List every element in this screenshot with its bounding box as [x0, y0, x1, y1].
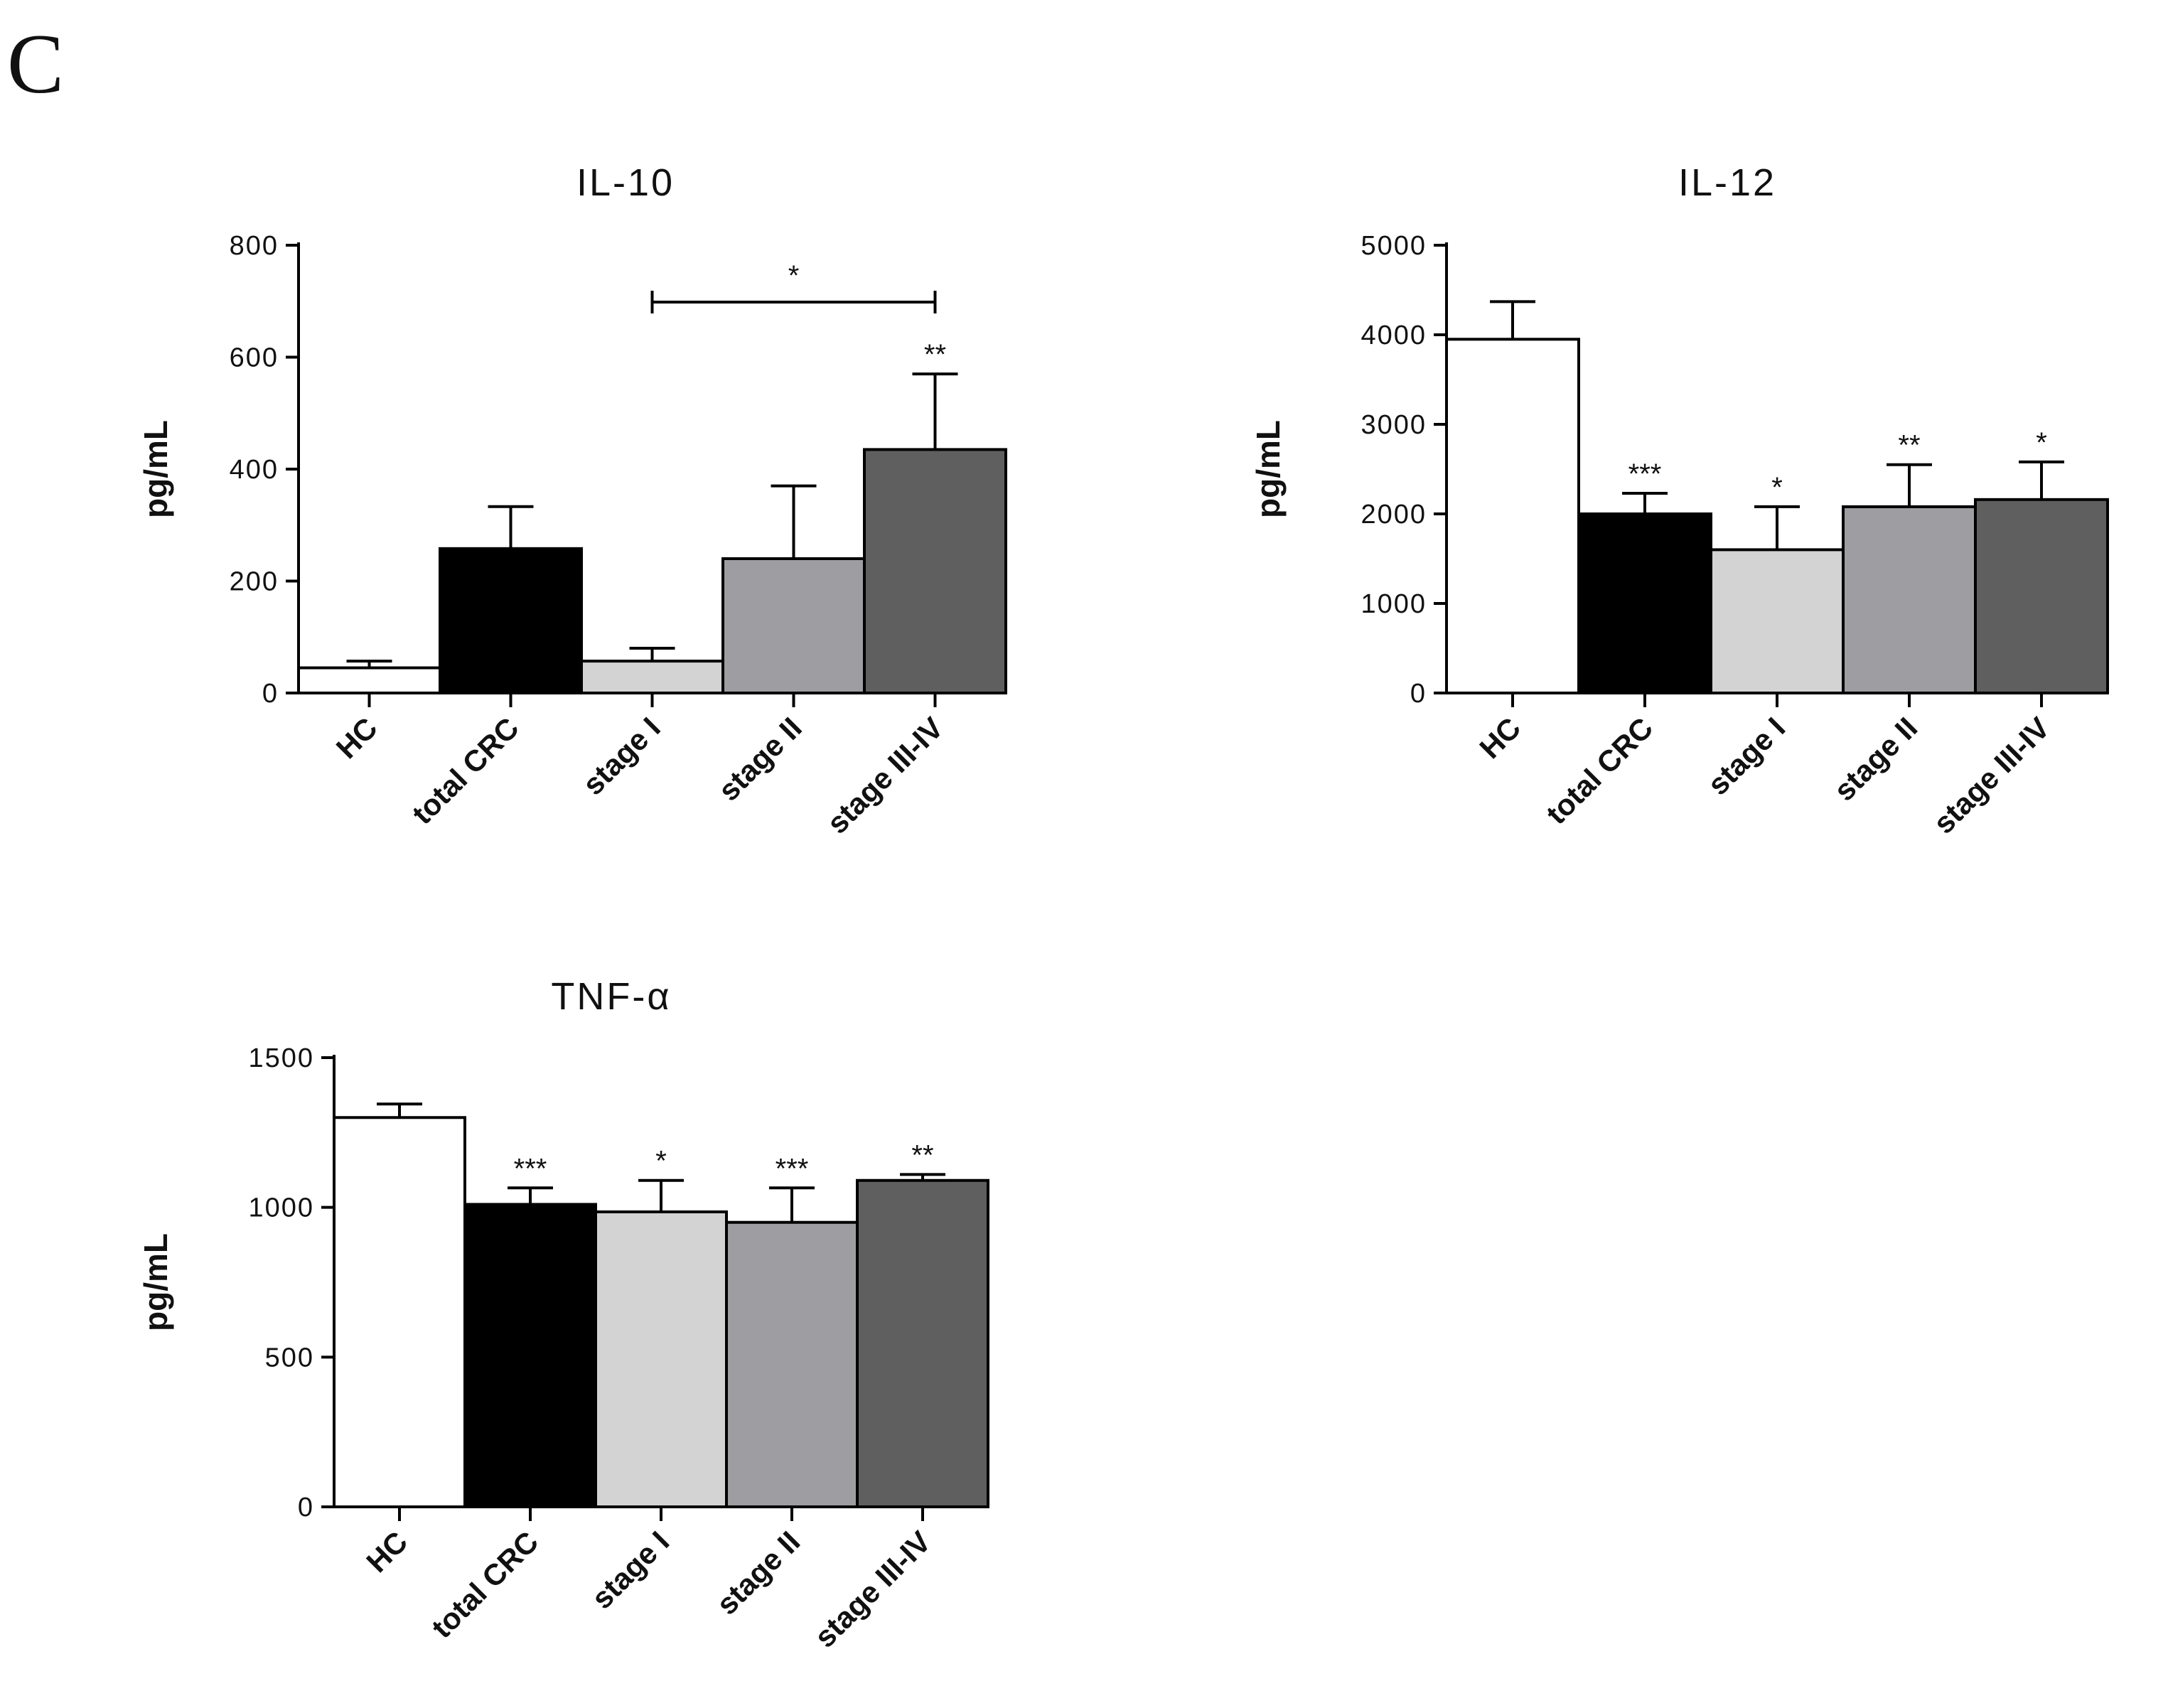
significance-marker: *** [776, 1153, 809, 1184]
x-tick-label: stage II [1828, 711, 1924, 807]
bar [439, 547, 583, 695]
x-tick-label: stage III-IV [808, 1525, 938, 1654]
significance-marker: *** [1628, 458, 1662, 490]
bar [1710, 548, 1845, 695]
y-tick-label: 2000 [1361, 500, 1427, 530]
panel-letter: C [7, 16, 64, 111]
y-axis-label: pg/mL [137, 1233, 174, 1331]
bar [721, 557, 866, 694]
x-tick-label: stage II [712, 711, 808, 807]
x-tick-label: stage III-IV [1927, 711, 2056, 840]
y-tick-label: 200 [230, 567, 279, 597]
significance-marker: ** [911, 1139, 933, 1171]
x-tick-label: total CRC [425, 1525, 545, 1645]
bar [580, 660, 724, 694]
y-tick-label: 0 [298, 1493, 314, 1522]
bar [1445, 338, 1580, 694]
chart-title: TNF-α [551, 975, 671, 1018]
x-tick-label: total CRC [405, 711, 525, 831]
y-tick-label: 400 [230, 455, 279, 485]
x-tick-label: stage I [576, 711, 667, 801]
significance-marker: ** [924, 339, 946, 370]
x-tick-label: HC [1473, 711, 1527, 765]
y-tick-label: 0 [1410, 679, 1427, 709]
y-tick-label: 600 [230, 343, 279, 373]
x-tick-label: stage III-IV [820, 711, 950, 840]
y-tick-label: 4000 [1361, 321, 1427, 350]
bar [463, 1203, 597, 1509]
bar [863, 448, 1007, 694]
bar [333, 1116, 466, 1509]
bar [1577, 512, 1712, 694]
significance-marker: * [2036, 427, 2047, 458]
x-tick-label: stage I [1701, 711, 1791, 801]
bar [594, 1210, 728, 1509]
y-tick-label: 0 [262, 679, 279, 709]
comparison-significance: * [788, 260, 800, 291]
chart-il-10: IL-10 pg/mL ** 0 200 400 600 800 HC total CRC stag… [137, 161, 1007, 840]
y-tick-label: 1000 [248, 1193, 314, 1223]
significance-marker: * [1771, 472, 1783, 503]
bar [856, 1178, 989, 1509]
y-axis-label: pg/mL [137, 420, 174, 518]
y-tick-label: 5000 [1361, 231, 1427, 261]
x-tick-label: stage II [710, 1525, 807, 1621]
y-axis-label: pg/mL [1250, 420, 1287, 518]
bar [1974, 498, 2109, 695]
chart-title: IL-10 [576, 161, 675, 204]
bar [1842, 505, 1977, 694]
x-tick-label: total CRC [1540, 711, 1660, 831]
significance-marker: * [655, 1146, 667, 1177]
significance-marker: *** [514, 1153, 547, 1184]
y-tick-label: 800 [230, 231, 279, 261]
y-tick-label: 3000 [1361, 410, 1427, 440]
y-tick-label: 1500 [248, 1043, 314, 1073]
x-tick-label: HC [330, 711, 384, 765]
y-tick-label: 1000 [1361, 589, 1427, 619]
x-tick-label: HC [360, 1525, 414, 1579]
x-tick-label: stage I [585, 1525, 675, 1615]
bar [725, 1220, 859, 1508]
chart-title: IL-12 [1678, 161, 1776, 204]
significance-marker: ** [1898, 430, 1920, 461]
y-tick-label: 500 [265, 1343, 314, 1373]
bar [297, 666, 441, 694]
